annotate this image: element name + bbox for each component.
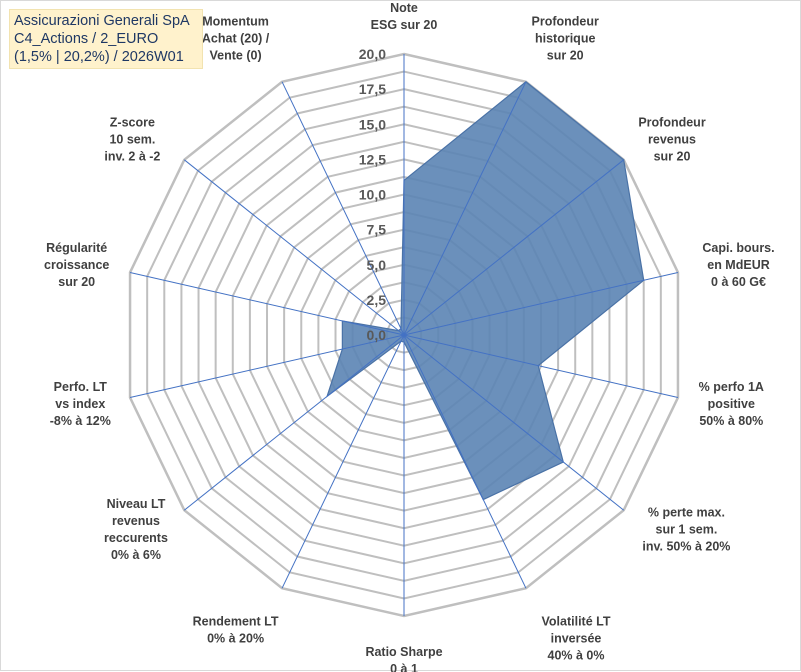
category-label-line: inv. 50% à 20%	[642, 540, 730, 554]
category-label-line: Ratio Sharpe	[365, 645, 442, 659]
chart-title: Assicurazioni Generali SpA C4_Actions / …	[9, 9, 203, 69]
category-label-line: Rendement LT	[193, 615, 279, 629]
category-label: Régularité croissance sur 20	[44, 241, 109, 289]
category-label-line: ESG sur 20	[371, 18, 438, 32]
category-label-line: 0 à 60 G€	[711, 275, 766, 289]
category-label-line: en MdEUR	[707, 258, 770, 272]
category-label-line: -8% à 12%	[50, 414, 111, 428]
category-label-line: 50% à 80%	[699, 414, 763, 428]
category-label: Capi. bours. en MdEUR 0 à 60 G€	[702, 241, 774, 289]
category-label-line: Profondeur	[532, 14, 599, 28]
category-label-line: reccurents	[104, 531, 168, 545]
title-line-2: C4_Actions / 2_EURO	[14, 30, 198, 48]
category-label: % perfo 1A positive 50% à 80%	[699, 380, 764, 428]
category-label-line: Perfo. LT	[54, 380, 108, 394]
category-label-line: Volatilité LT	[542, 615, 611, 629]
title-line-1: Assicurazioni Generali SpA	[14, 12, 198, 30]
category-label-line: sur 20	[547, 48, 584, 62]
category-label-line: Note	[390, 1, 418, 15]
category-label-line: % perte max.	[648, 506, 725, 520]
category-label-line: revenus	[112, 514, 160, 528]
category-label-line: 40% à 0%	[548, 649, 605, 663]
category-label-line: 10 sem.	[109, 132, 155, 146]
tick-label: 20,0	[359, 46, 386, 62]
category-label-line: Achat (20) /	[202, 31, 270, 45]
category-label-line: sur 20	[58, 275, 95, 289]
category-label: % perte max. sur 1 sem. inv. 50% à 20%	[642, 506, 730, 554]
category-label: Niveau LT revenus reccurents 0% à 6%	[104, 497, 168, 562]
category-label-line: Z-score	[110, 115, 155, 129]
tick-label: 10,0	[359, 187, 386, 203]
category-label-line: positive	[708, 397, 755, 411]
category-label: Volatilité LT inversée 40% à 0%	[542, 615, 611, 663]
tick-label: 12,5	[359, 151, 386, 167]
category-label: Perfo. LT vs index -8% à 12%	[50, 380, 111, 428]
category-label-line: revenus	[648, 132, 696, 146]
tick-layer: 0,0 2,5 5,0 7,5 10,0 12,5 15,0 17,5 20,0	[359, 46, 386, 343]
category-label: Profondeur revenus sur 20	[638, 115, 705, 163]
category-label: Note ESG sur 20	[371, 1, 438, 32]
category-label: Rendement LT 0% à 20%	[193, 615, 279, 646]
category-label-line: vs index	[55, 397, 105, 411]
tick-label: 7,5	[367, 222, 387, 238]
category-label-line: historique	[535, 31, 595, 45]
category-label-line: Momentum	[202, 14, 269, 28]
category-label: Z-score 10 sem. inv. 2 à -2	[104, 115, 160, 163]
category-label-line: Régularité	[46, 241, 107, 255]
category-label-line: % perfo 1A	[699, 380, 764, 394]
category-label-line: croissance	[44, 258, 109, 272]
category-label-line: Vente (0)	[210, 48, 262, 62]
category-label-line: Niveau LT	[107, 497, 166, 511]
category-label-line: sur 1 sem.	[656, 523, 718, 537]
category-label: Profondeur historique sur 20	[532, 14, 599, 62]
category-label-line: Profondeur	[638, 115, 705, 129]
tick-label: 17,5	[359, 81, 386, 97]
category-label: Momentum Achat (20) / Vente (0)	[202, 14, 270, 62]
tick-label: 15,0	[359, 116, 386, 132]
title-line-3: (1,5% | 20,2%) / 2026W01	[14, 48, 198, 66]
category-label-line: Capi. bours.	[702, 241, 774, 255]
category-label-line: sur 20	[654, 149, 691, 163]
tick-label: 2,5	[367, 292, 387, 308]
category-label-line: 0% à 6%	[111, 548, 161, 562]
category-label-line: 0% à 20%	[207, 632, 264, 646]
tick-label: 0,0	[367, 327, 387, 343]
tick-label: 5,0	[367, 257, 387, 273]
category-label-line: inversée	[551, 632, 602, 646]
category-label-line: inv. 2 à -2	[104, 149, 160, 163]
